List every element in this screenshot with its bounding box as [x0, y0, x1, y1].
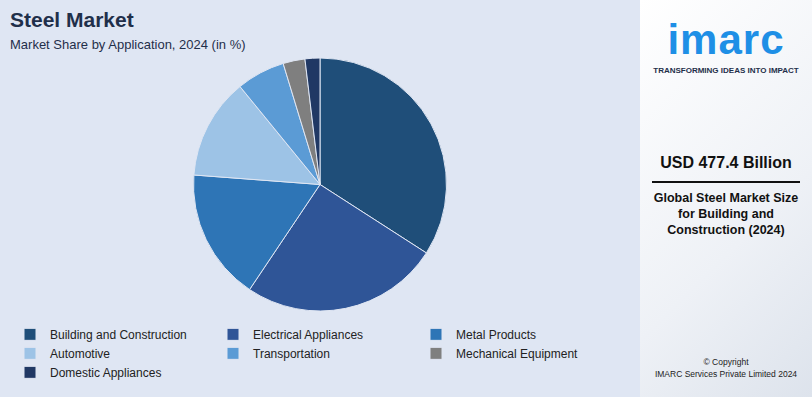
html-text:TRANSFORMING IDEAS INTO IMPACT: TRANSFORMING IDEAS INTO IMPACT	[653, 66, 799, 75]
html-text:Market Share by Application, 2: Market Share by Application, 2024 (in %)	[10, 37, 246, 52]
svg-text:Mechanical Equipment: Mechanical Equipment	[456, 347, 578, 361]
html-text:IMARC Services Private Limited: IMARC Services Private Limited 2024	[654, 369, 798, 379]
svg-text:Building and Construction: Building and Construction	[50, 328, 187, 342]
html-text:Global Steel Market Size for B: Global Steel Market Size for Building an…	[653, 191, 799, 237]
html-text:imarc: imarc	[667, 16, 785, 63]
svg-text:Electrical Appliances: Electrical Appliances	[253, 328, 363, 342]
html-text:© Copyright: © Copyright	[703, 357, 749, 367]
html-text:USD 477.4 Billion: USD 477.4 Billion	[660, 154, 792, 171]
svg-text:Domestic Appliances: Domestic Appliances	[50, 366, 161, 380]
svg-text:Transportation: Transportation	[253, 347, 330, 361]
svg-text:Metal Products: Metal Products	[456, 328, 536, 342]
svg-text:Automotive: Automotive	[50, 347, 110, 361]
html-text:Steel Market: Steel Market	[10, 8, 134, 31]
